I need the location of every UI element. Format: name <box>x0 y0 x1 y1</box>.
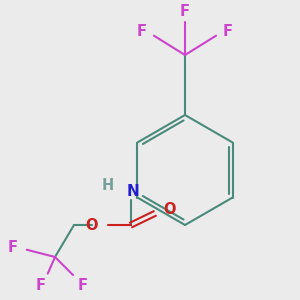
Text: F: F <box>180 4 190 19</box>
Text: F: F <box>36 278 46 293</box>
Text: F: F <box>8 241 18 256</box>
Text: O: O <box>86 218 98 232</box>
Text: N: N <box>127 184 140 200</box>
Text: F: F <box>223 25 233 40</box>
Text: O: O <box>164 202 176 217</box>
Text: F: F <box>137 25 147 40</box>
Text: F: F <box>78 278 88 293</box>
Text: H: H <box>102 178 114 194</box>
